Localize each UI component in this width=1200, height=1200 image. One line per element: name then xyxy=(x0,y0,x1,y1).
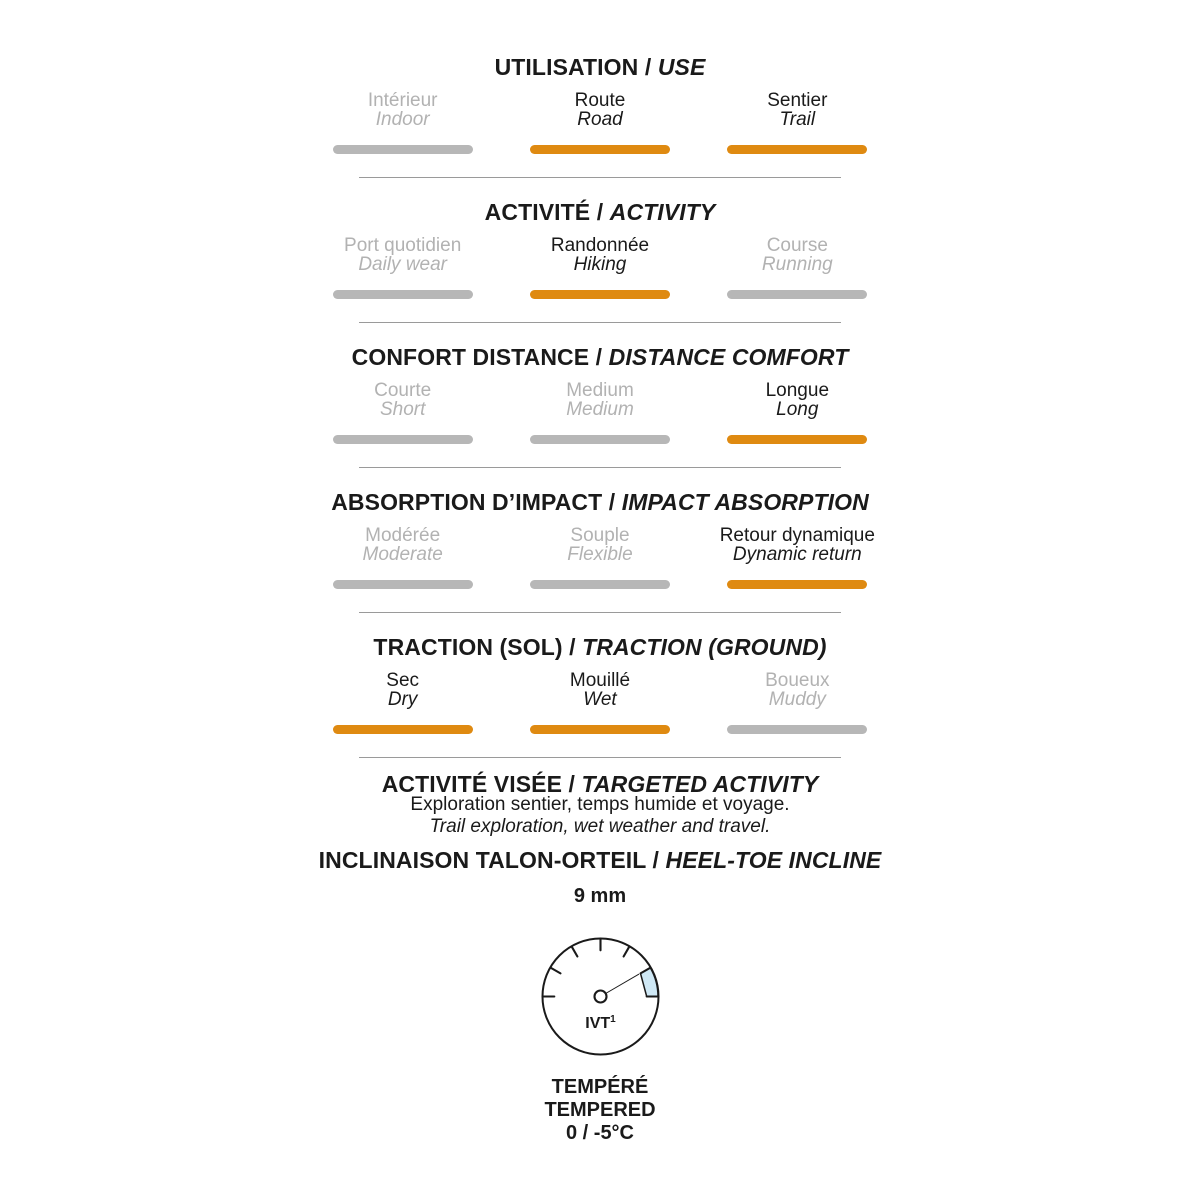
svg-text:IVT1: IVT1 xyxy=(585,1014,616,1032)
